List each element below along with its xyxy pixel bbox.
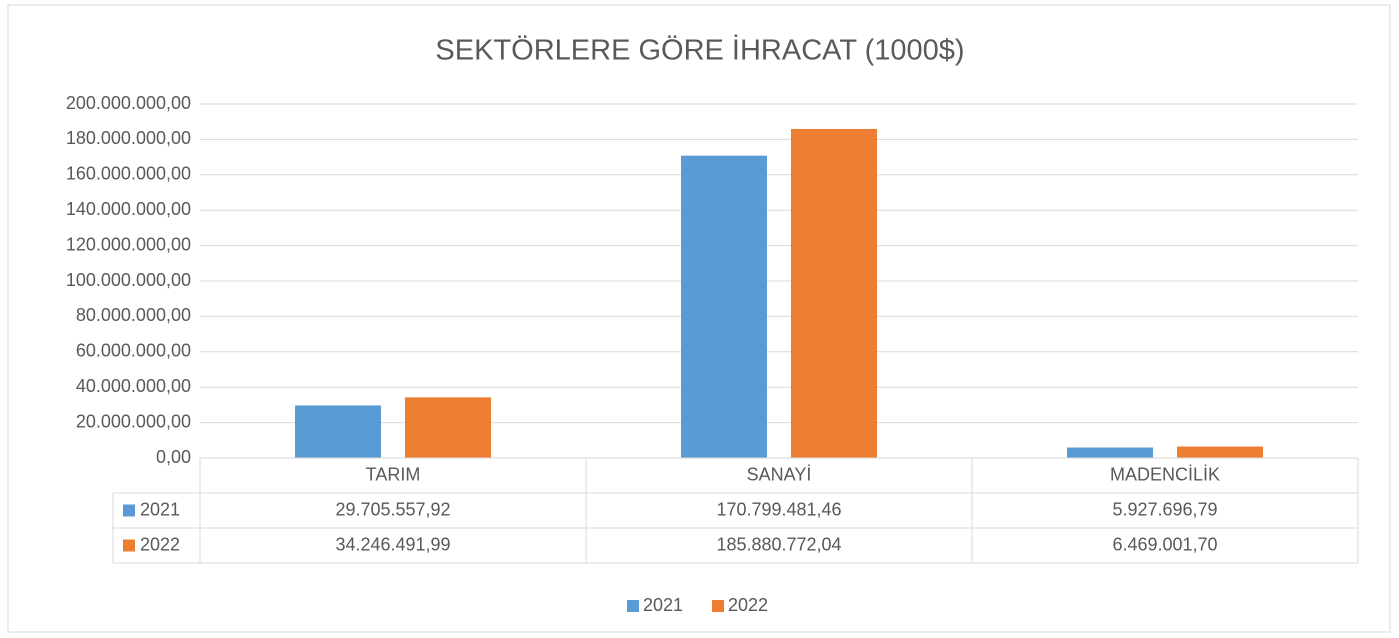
bar (1067, 447, 1153, 458)
table-value: 6.469.001,70 (1112, 534, 1217, 554)
y-tick-label: 140.000.000,00 (66, 199, 191, 219)
y-tick-label: 100.000.000,00 (66, 270, 191, 290)
y-tick-label: 40.000.000,00 (76, 376, 191, 396)
y-tick-label: 80.000.000,00 (76, 305, 191, 325)
y-tick-label: 20.000.000,00 (76, 411, 191, 431)
bar (1177, 446, 1263, 458)
legend-label: 2021 (643, 595, 683, 615)
y-tick-label: 120.000.000,00 (66, 234, 191, 254)
y-tick-label: 200.000.000,00 (66, 93, 191, 113)
x-tick-label: MADENCİLİK (1110, 464, 1220, 484)
bar (681, 155, 767, 458)
y-tick-label: 0,00 (156, 447, 191, 467)
legend-key (712, 600, 724, 612)
legend-key (627, 600, 639, 612)
table-series-name: 2022 (140, 534, 180, 554)
table-series-name: 2021 (140, 499, 180, 519)
legend-label: 2022 (728, 595, 768, 615)
chart-title: SEKTÖRLERE GÖRE İHRACAT (1000$) (435, 34, 964, 67)
table-value: 170.799.481,46 (716, 499, 841, 519)
table-key (123, 504, 135, 517)
y-tick-label: 60.000.000,00 (76, 341, 191, 361)
x-tick-label: SANAYİ (747, 464, 812, 484)
y-tick-label: 160.000.000,00 (66, 164, 191, 184)
table-value: 34.246.491,99 (335, 534, 450, 554)
bar (295, 405, 381, 458)
bar (791, 128, 877, 458)
table-value: 29.705.557,92 (335, 499, 450, 519)
bar (405, 397, 491, 458)
table-value: 185.880.772,04 (716, 534, 841, 554)
table-key (123, 539, 135, 552)
table-value: 5.927.696,79 (1112, 499, 1217, 519)
x-tick-label: TARIM (366, 464, 421, 484)
y-tick-label: 180.000.000,00 (66, 128, 191, 148)
